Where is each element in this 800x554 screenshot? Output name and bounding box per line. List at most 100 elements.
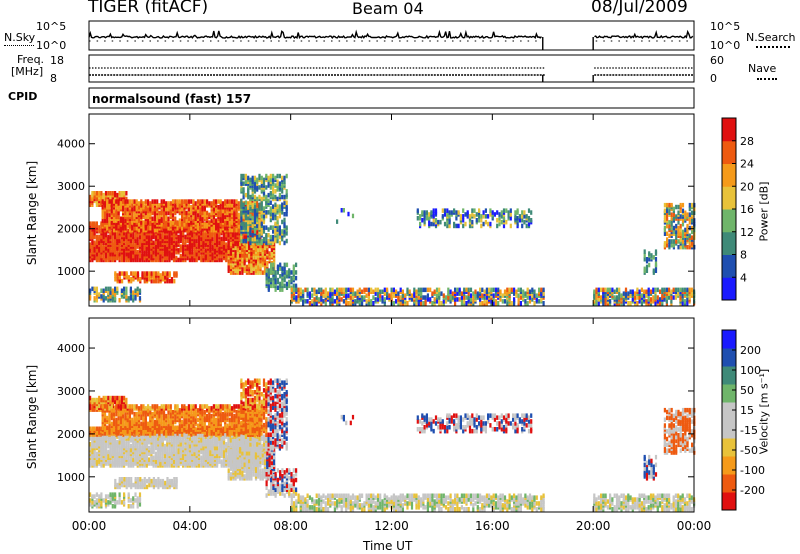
power-cell bbox=[365, 299, 368, 304]
power-cell bbox=[158, 210, 161, 216]
power-cell bbox=[144, 205, 147, 210]
nsearch-tick-low: 10^0 bbox=[710, 39, 740, 52]
power-cell bbox=[98, 225, 101, 230]
power-cell bbox=[521, 210, 524, 215]
power-cell bbox=[648, 251, 651, 256]
nave-tick-high: 60 bbox=[710, 54, 724, 67]
power-cell bbox=[262, 181, 266, 186]
site-title: TIGER (fitACF) bbox=[88, 0, 209, 17]
power-cell bbox=[315, 295, 318, 300]
power-cell bbox=[123, 271, 126, 276]
power-cell bbox=[93, 240, 96, 245]
power-cell bbox=[163, 251, 167, 257]
power-cell bbox=[684, 241, 687, 246]
power-cell bbox=[274, 270, 277, 275]
power-cell bbox=[681, 239, 685, 244]
power-cell bbox=[295, 262, 298, 268]
power-cell bbox=[681, 233, 685, 238]
power-cell bbox=[688, 295, 691, 300]
power-cell bbox=[469, 293, 473, 298]
power-cell bbox=[240, 221, 243, 227]
power-cell bbox=[217, 205, 220, 210]
power-cell bbox=[191, 250, 194, 255]
power-cell bbox=[219, 216, 222, 221]
power-cell bbox=[285, 270, 289, 275]
power-cell bbox=[329, 287, 332, 293]
power-cell bbox=[645, 257, 649, 262]
power-cell bbox=[686, 297, 689, 302]
power-cell bbox=[136, 257, 139, 263]
freq-label: Freq. bbox=[17, 53, 45, 66]
power-cell bbox=[100, 294, 103, 299]
power-cell bbox=[460, 301, 463, 306]
power-cell bbox=[175, 271, 178, 276]
power-cell bbox=[283, 262, 286, 268]
power-cell bbox=[645, 289, 648, 294]
power-cells bbox=[89, 173, 696, 306]
power-cell bbox=[125, 191, 128, 196]
power-cell bbox=[132, 298, 135, 303]
power-cell bbox=[349, 295, 352, 300]
power-cell bbox=[188, 257, 191, 263]
power-cell bbox=[245, 253, 248, 258]
power-cell bbox=[306, 299, 309, 304]
velocity-cell bbox=[100, 426, 103, 431]
power-cell bbox=[244, 221, 247, 227]
power-cell bbox=[365, 287, 368, 293]
power-cell bbox=[370, 299, 373, 304]
power-cell bbox=[691, 202, 694, 208]
power-cell bbox=[221, 201, 224, 206]
power-cell bbox=[143, 234, 146, 240]
power-cell bbox=[176, 220, 179, 225]
power-cell bbox=[171, 212, 175, 218]
power-cell bbox=[183, 216, 186, 221]
power-cell bbox=[255, 203, 259, 208]
power-cell bbox=[600, 295, 603, 300]
power-cell bbox=[688, 225, 691, 231]
power-cell bbox=[397, 295, 400, 300]
power-cell bbox=[327, 291, 330, 296]
power-cell bbox=[429, 297, 432, 302]
power-cell bbox=[174, 208, 177, 214]
power-cell bbox=[221, 205, 224, 210]
power-cell bbox=[465, 295, 468, 300]
power-cell bbox=[162, 224, 166, 229]
velocity-cell bbox=[93, 459, 96, 464]
date-title: 08/Jul/2009 bbox=[591, 0, 688, 17]
power-cell bbox=[417, 295, 420, 300]
power-cell bbox=[490, 299, 493, 304]
power-cell bbox=[376, 297, 380, 302]
power-cell bbox=[133, 199, 136, 204]
power-cell bbox=[102, 196, 105, 202]
power-cell bbox=[498, 221, 501, 227]
power-cell bbox=[123, 253, 126, 259]
power-cell bbox=[374, 291, 377, 296]
power-cell bbox=[597, 301, 600, 306]
power-cell bbox=[199, 210, 202, 216]
power-cell bbox=[515, 289, 518, 294]
power-cell bbox=[638, 289, 641, 294]
power-cell bbox=[425, 210, 428, 215]
power-cell bbox=[107, 290, 110, 295]
power-cell bbox=[201, 218, 204, 223]
power-cell bbox=[177, 234, 180, 240]
velocity-cell bbox=[120, 395, 123, 401]
power-cell bbox=[243, 255, 246, 260]
power-cell bbox=[110, 206, 113, 212]
power-cell bbox=[171, 206, 175, 212]
power-cell bbox=[251, 233, 254, 238]
power-cell bbox=[151, 226, 154, 231]
power-cell bbox=[194, 205, 197, 210]
power-cell bbox=[149, 201, 152, 206]
power-cell bbox=[447, 291, 450, 296]
power-cell bbox=[454, 287, 457, 293]
power-cell bbox=[622, 291, 625, 296]
power-cell bbox=[376, 293, 380, 298]
power-cell bbox=[530, 218, 533, 223]
power-cell bbox=[269, 177, 272, 183]
power-cell bbox=[467, 287, 470, 293]
power-cell bbox=[345, 293, 348, 298]
power-cell bbox=[424, 295, 427, 300]
power-cell bbox=[272, 189, 275, 194]
power-cell bbox=[524, 299, 527, 304]
